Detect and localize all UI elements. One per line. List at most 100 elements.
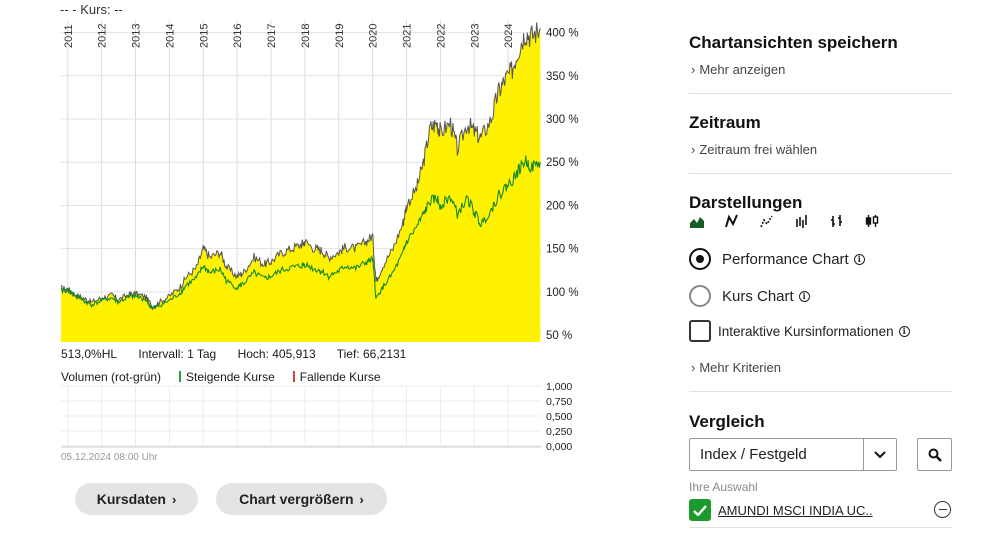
interval-stat: Intervall: 1 Tag [138,347,217,361]
view-type-icons [690,214,879,228]
y-tick-label: 100 % [546,287,579,299]
radio-kurs-label: Kurs Chart [722,287,794,305]
ohlc-bars-icon[interactable] [795,214,809,228]
divider [689,527,952,528]
x-tick-label: 2013 [131,24,143,48]
x-tick-label: 2022 [435,24,447,48]
chevron-down-icon[interactable] [863,439,896,470]
chevron-right-icon: › [691,62,696,77]
line-chart-icon[interactable] [725,214,739,228]
mehr-kriterien-label: Mehr Kriterien [699,360,781,375]
radio-performance-label: Performance Chart [722,250,849,268]
series-area [61,22,541,342]
zeitraum-link[interactable]: › Zeitraum frei wählen [691,142,817,157]
y-tick-label: 50 % [546,330,572,342]
mehr-kriterien-link[interactable]: › Mehr Kriterien [691,360,781,375]
kursdaten-label: Kursdaten [96,491,166,507]
chevron-right-icon: › [691,360,696,375]
x-tick-label: 2014 [164,24,176,48]
x-tick-label: 2018 [300,24,312,48]
area-chart-icon[interactable] [690,214,704,228]
performance-stat: 513,0%HL [61,347,118,361]
chevron-right-icon: › [691,142,696,157]
x-tick-label: 2012 [97,24,109,48]
checkbox-label: Interaktive Kursinformationen [718,323,894,339]
ihre-auswahl-label: Ihre Auswahl [689,480,758,494]
radio-performance-chart[interactable]: Performance Chart i [689,248,865,270]
volume-tick-label: 0,750 [546,396,572,408]
radio-kurs-chart[interactable]: Kurs Chart i [689,285,810,307]
selected-item-link[interactable]: AMUNDI MSCI INDIA UC.. [718,502,873,518]
y-tick-label: 150 % [546,244,579,256]
rising-marker-icon [179,371,182,382]
vergleich-title: Vergleich [689,412,765,431]
divider [689,391,952,392]
chart-header: -- - Kurs: -- [60,2,123,17]
low-stat: Tief: 66,2131 [336,347,407,361]
search-button[interactable] [917,438,952,471]
falling-label: Fallende Kurse [299,370,381,384]
volume-tick-label: 1,000 [546,381,572,393]
zeitraum-title: Zeitraum [689,113,761,132]
checked-icon[interactable] [689,499,711,521]
volume-legend: Volumen (rot-grün) Steigende Kurse Fallend… [61,370,381,384]
x-tick-label: 2024 [503,24,515,48]
x-tick-label: 2023 [469,24,481,48]
x-tick-label: 2017 [266,24,278,48]
rising-label: Steigende Kurse [186,370,275,384]
y-tick-label: 250 % [546,157,579,169]
search-icon [928,448,942,462]
checkbox-interaktive-kursinformationen[interactable]: Interaktive Kursinformationen i [689,320,910,342]
chevron-right-icon: › [171,491,177,507]
x-tick-label: 2020 [368,24,380,48]
chevron-right-icon: › [359,491,364,507]
x-tick-label: 2011 [63,24,75,48]
y-tick-label: 200 % [546,200,579,212]
performance-chart: 2011 2012 2013 2014 2015 2016 2017 2018 2019 2020… [60,20,579,453]
checkbox-icon[interactable] [689,320,711,342]
candlestick-icon[interactable] [865,214,879,228]
mehr-anzeigen-label: Mehr anzeigen [699,62,786,77]
selected-item-row: AMUNDI MSCI INDIA UC.. [689,499,873,521]
info-icon[interactable]: i [798,290,810,302]
volume-chart: 1,000 0,750 0,500 0,250 0,000 [61,381,572,453]
x-tick-label: 2021 [402,24,414,48]
remove-icon[interactable] [934,501,951,518]
hlc-bars-icon[interactable] [830,214,844,228]
y-tick-label: 350 % [546,71,579,83]
volume-label: Volumen (rot-grün) [61,370,162,384]
chart-stats: 513,0%HL Intervall: 1 Tag Hoch: 405,913 … [61,347,424,361]
radio-unselected-icon[interactable] [689,285,711,307]
save-views-title: Chartansichten speichern [689,33,898,52]
comparison-line [60,155,541,310]
darstellungen-title: Darstellungen [689,193,803,212]
x-tick-label: 2015 [198,24,210,48]
chart-vergroessern-button[interactable]: Chart vergrößern › [216,483,387,515]
dotted-line-icon[interactable] [760,214,774,228]
volume-tick-label: 0,250 [546,426,572,438]
volume-tick-label: 0,000 [546,441,572,453]
timestamp: 05.12.2024 08:00 Uhr [61,452,158,463]
x-tick-label: 2016 [232,24,244,48]
info-icon[interactable]: i [898,325,910,337]
series-line [60,22,541,311]
mehr-anzeigen-link[interactable]: › Mehr anzeigen [691,62,785,77]
y-axis-labels: 400 % 350 % 300 % 250 % 200 % 150 % 100 % 50 % [546,28,579,342]
chart-series [60,22,541,342]
volume-tick-label: 0,500 [546,411,572,423]
high-stat: Hoch: 405,913 [237,347,316,361]
x-tick-label: 2019 [334,24,346,48]
radio-selected-icon[interactable] [689,248,711,270]
x-axis-labels: 2011 2012 2013 2014 2015 2016 2017 2018 2019 2020… [63,24,515,48]
y-tick-label: 300 % [546,114,579,126]
falling-marker-icon [292,371,295,382]
info-icon[interactable]: i [853,253,865,265]
kursdaten-button[interactable]: Kursdaten › [75,483,198,515]
vergleich-select[interactable]: Index / Festgeld [689,438,897,471]
y-tick-label: 400 % [546,28,579,40]
divider [689,173,952,174]
divider [689,93,952,94]
chart-vergroessern-label: Chart vergrößern [239,491,354,507]
zeitraum-link-label: Zeitraum frei wählen [699,142,818,157]
vergleich-select-value: Index / Festgeld [700,446,807,463]
